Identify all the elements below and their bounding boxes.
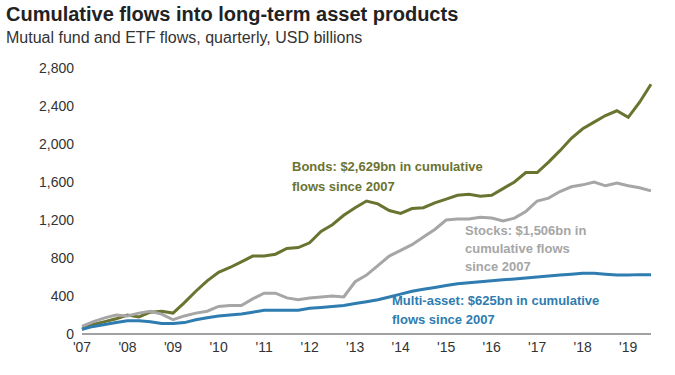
- html-text:flows since 2007: flows since 2007: [392, 312, 495, 327]
- html-text:Cumulative flows into long-ter: Cumulative flows into long-term asset pr…: [6, 3, 459, 25]
- svg-text:'16: '16: [483, 339, 501, 355]
- svg-text:0: 0: [66, 326, 74, 342]
- html-text:cumulative flows: cumulative flows: [465, 241, 570, 256]
- html-text:Mutual fund and ETF flows, qua: Mutual fund and ETF flows, quarterly, US…: [6, 29, 363, 46]
- html-text:Stocks: $1,506bn in: Stocks: $1,506bn in: [465, 223, 587, 238]
- svg-text:'07: '07: [73, 339, 91, 355]
- html-text:flows since 2007: flows since 2007: [292, 179, 395, 194]
- svg-text:2,800: 2,800: [39, 60, 74, 76]
- svg-text:'19: '19: [619, 339, 637, 355]
- svg-text:'17: '17: [528, 339, 546, 355]
- html-text:since 2007: since 2007: [465, 259, 531, 274]
- svg-text:'13: '13: [346, 339, 364, 355]
- svg-text:'08: '08: [118, 339, 136, 355]
- svg-text:2,400: 2,400: [39, 98, 74, 114]
- html-text:Bonds: $2,629bn in cumulative: Bonds: $2,629bn in cumulative: [292, 159, 483, 174]
- svg-text:'12: '12: [300, 339, 318, 355]
- svg-text:2,000: 2,000: [39, 136, 74, 152]
- svg-text:400: 400: [51, 288, 75, 304]
- html-text:Multi-asset: $625bn in cumulat: Multi-asset: $625bn in cumulative: [392, 293, 600, 308]
- svg-text:'14: '14: [392, 339, 410, 355]
- svg-text:'09: '09: [164, 339, 182, 355]
- svg-text:'10: '10: [209, 339, 227, 355]
- svg-text:1,200: 1,200: [39, 212, 74, 228]
- svg-text:1,600: 1,600: [39, 174, 74, 190]
- svg-text:'15: '15: [437, 339, 455, 355]
- svg-text:800: 800: [51, 250, 75, 266]
- svg-text:'11: '11: [255, 339, 272, 355]
- svg-text:'18: '18: [574, 339, 592, 355]
